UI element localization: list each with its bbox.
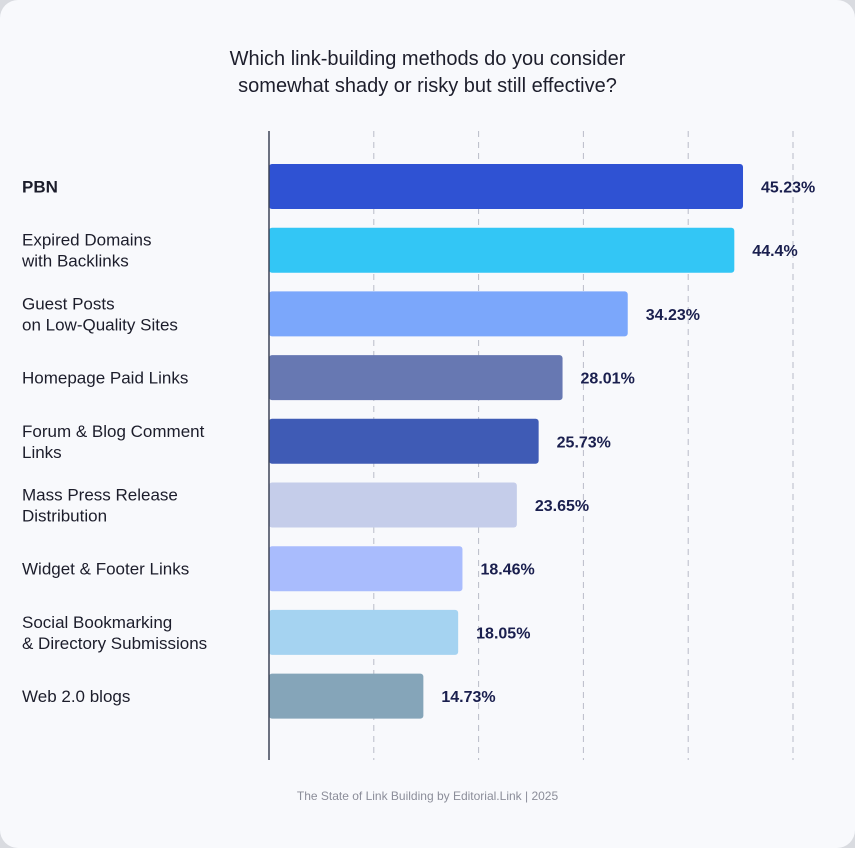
bar	[269, 291, 628, 337]
category-label: Web 2.0 blogs	[22, 687, 130, 706]
bar	[269, 482, 517, 528]
bar	[269, 227, 735, 273]
value-label: 23.65%	[535, 498, 589, 515]
value-label: 18.46%	[480, 562, 534, 579]
value-label: 14.73%	[441, 689, 495, 706]
bar	[269, 355, 563, 401]
value-label: 44.4%	[752, 243, 797, 260]
bar	[269, 609, 459, 655]
category-labels: PBN Expired Domains with Backlinks Guest Po…	[21, 178, 207, 707]
bar	[269, 673, 424, 719]
category-label: Widget & Footer Links	[22, 560, 189, 579]
chart-title: Which link-building methods do you consi…	[0, 46, 855, 100]
footer-source: The State of Link Building by Editorial.…	[296, 789, 559, 803]
bar	[269, 164, 744, 209]
bar	[269, 546, 463, 592]
chart-title-line-1: Which link-building methods do you consi…	[229, 48, 626, 70]
category-label: Guest Posts on Low-Quality Sites	[22, 294, 178, 334]
value-label: 28.01%	[581, 371, 635, 388]
chart-title-line-2: somewhat shady or risky but still effect…	[238, 75, 617, 97]
category-label: Social Bookmarking & Directory Submission…	[22, 613, 207, 653]
value-label: 18.05%	[476, 625, 530, 642]
bar	[269, 418, 539, 464]
category-label: Forum & Blog Comment Links	[22, 422, 205, 462]
category-label: PBN	[22, 178, 58, 197]
value-label: 25.73%	[557, 434, 611, 451]
value-label: 34.23%	[646, 307, 700, 324]
value-labels: 45.23% 44.4% 34.23% 28.01% 25.73% 23.65% 18.46…	[441, 180, 815, 707]
category-label: Expired Domains with Backlinks	[21, 231, 151, 271]
bars	[269, 164, 744, 719]
category-label: Mass Press Release Distribution	[22, 486, 178, 526]
value-label: 45.23%	[761, 180, 815, 197]
category-label: Homepage Paid Links	[22, 369, 188, 388]
